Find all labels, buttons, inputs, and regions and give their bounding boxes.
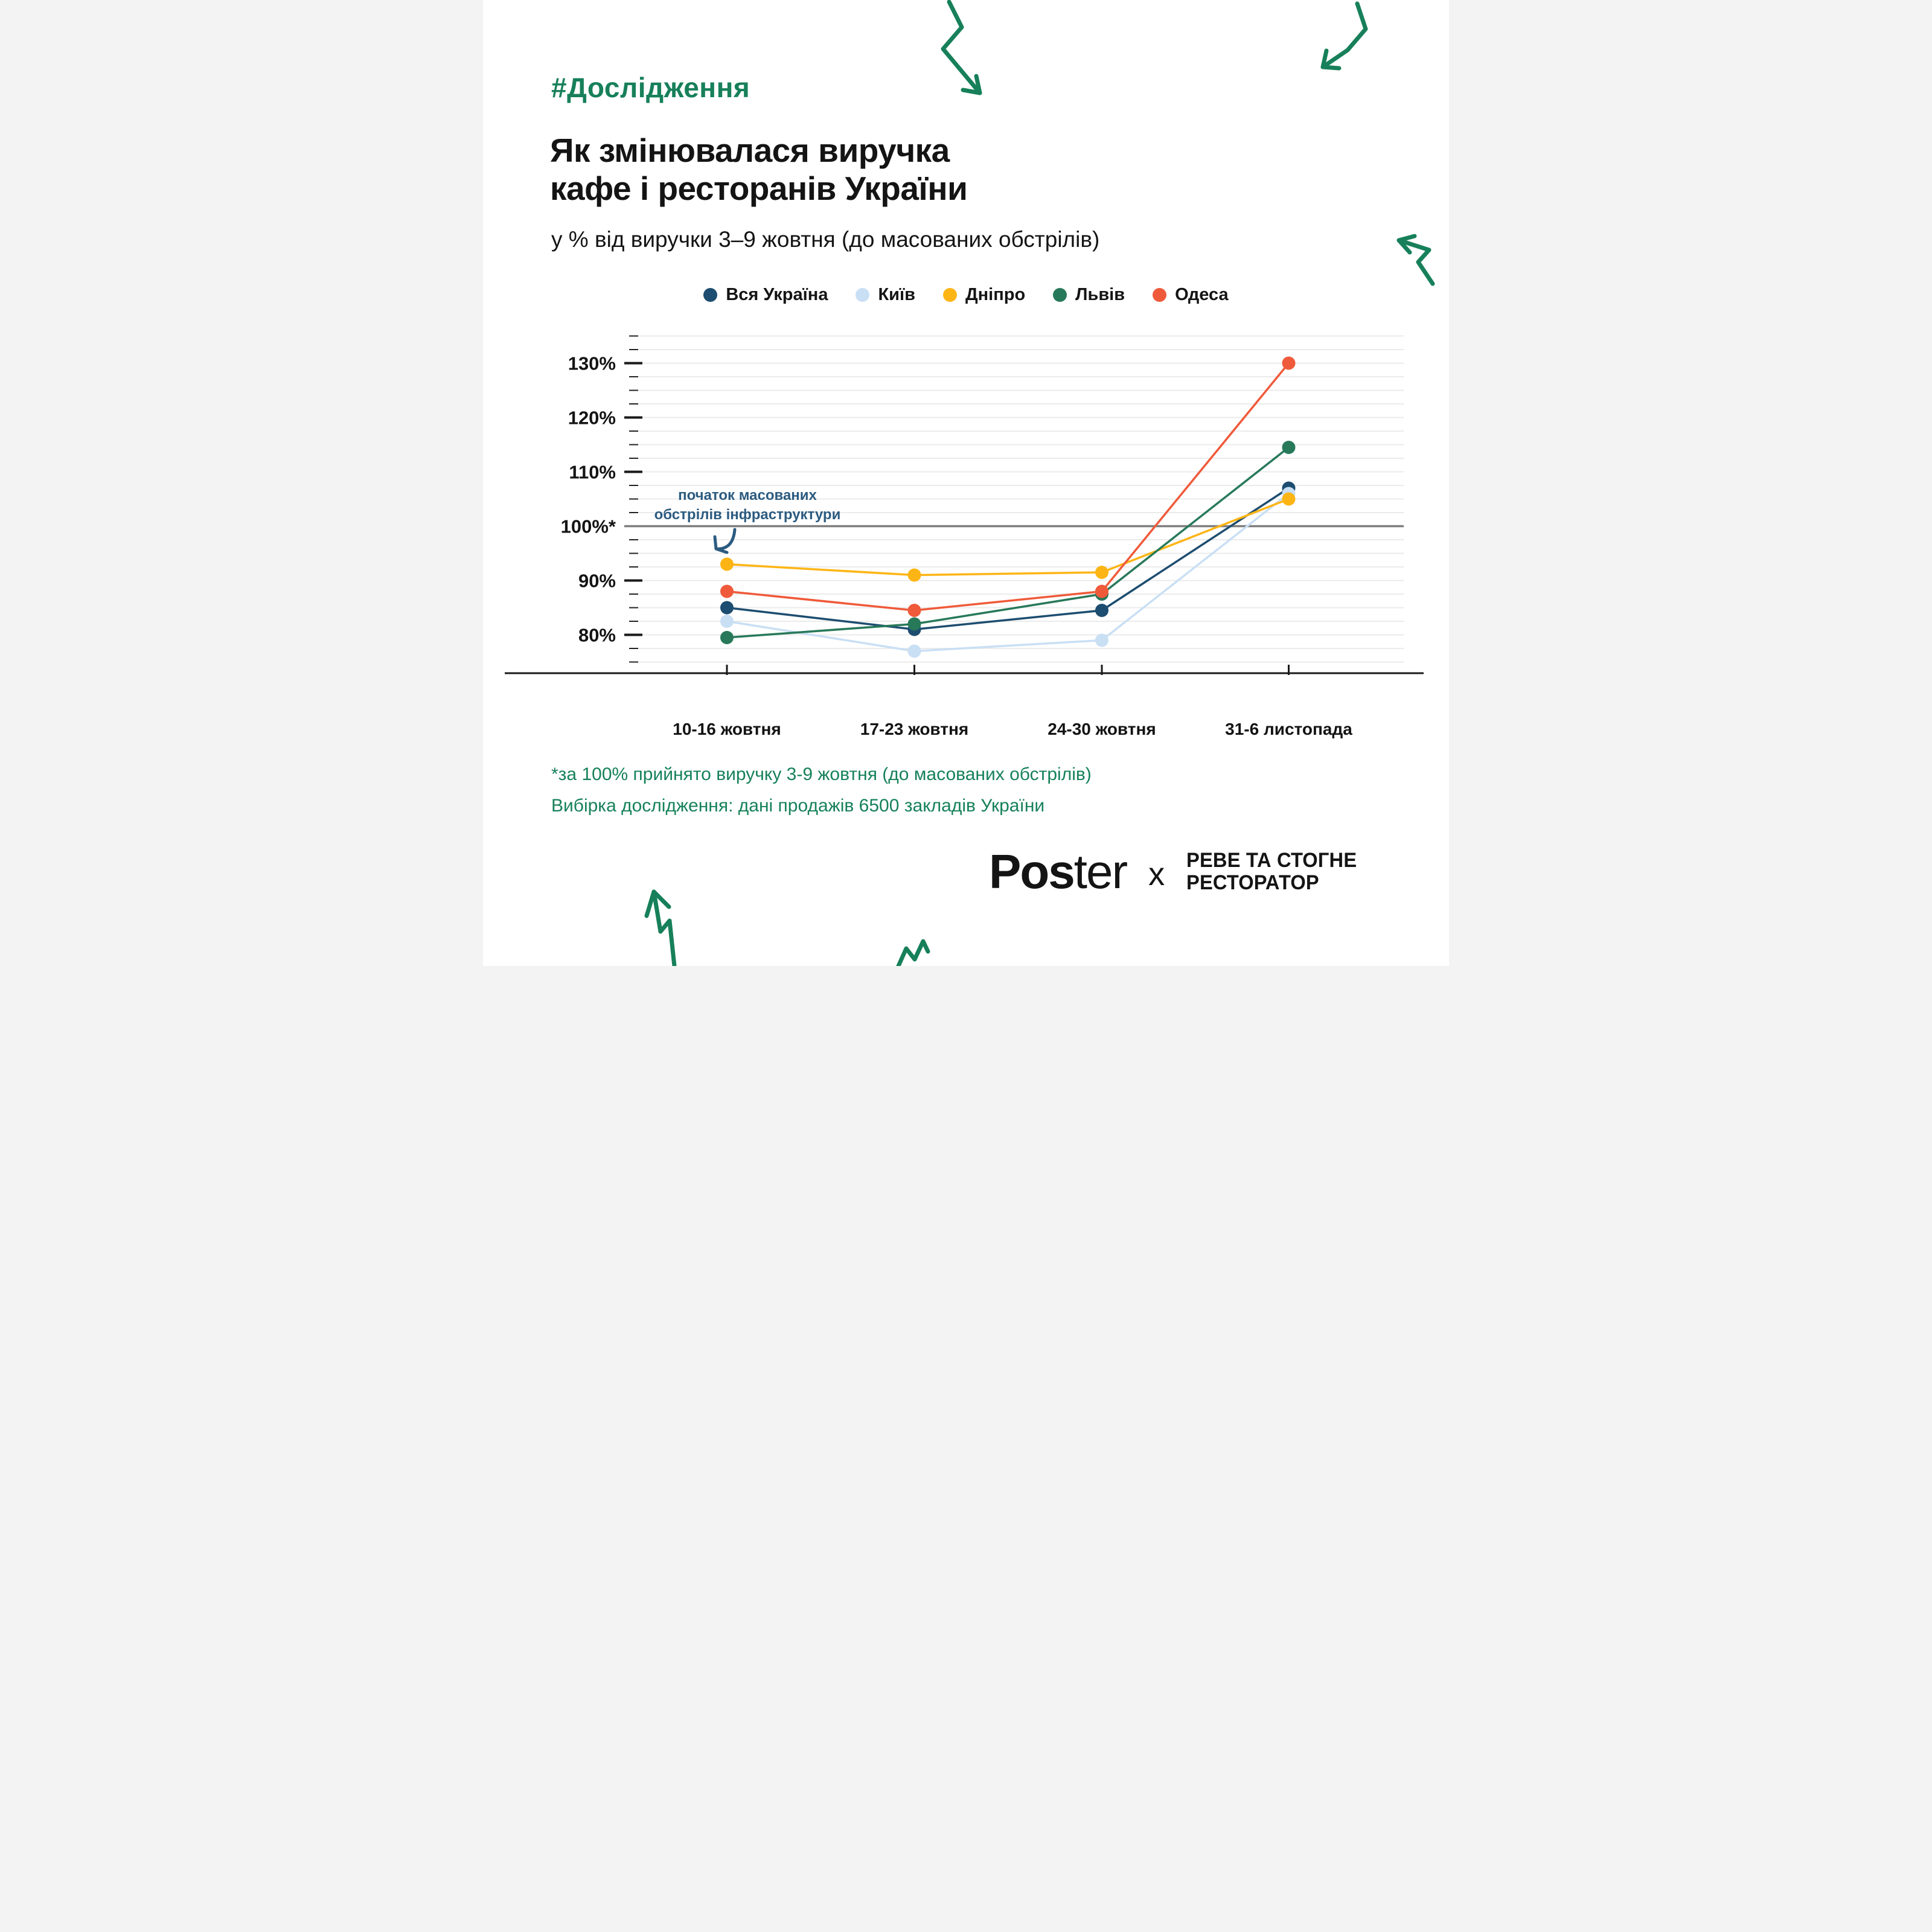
footnote-sample: Вибірка дослідження: дані продажів 6500 … (551, 796, 1045, 816)
poster-logo: Poster (989, 845, 1128, 898)
data-point-Дніпро-24-30 жовтня (1095, 566, 1108, 579)
annotation-line-1: початок масованих (678, 487, 817, 504)
data-point-Дніпро-10-16 жовтня (720, 557, 734, 571)
page-subtitle: у % від виручки 3–9 жовтня (до масованих… (551, 227, 1100, 252)
footnote-baseline: *за 100% прийнято виручку 3-9 жовтня (до… (551, 764, 1092, 784)
data-point-Київ-24-30 жовтня (1095, 633, 1108, 647)
data-point-Одеса-17-23 жовтня (907, 604, 921, 617)
page-title: Як змінювалася виручка кафе і ресторанів… (550, 132, 968, 208)
zigzag-arrow-top-center (941, 0, 982, 95)
legend-dot (856, 288, 870, 302)
x-axis-label: 24-30 жовтня (1048, 720, 1156, 738)
y-axis-label: 80% (578, 625, 616, 646)
y-axis-label: 110% (569, 462, 616, 483)
series-line-Одеса (726, 362, 1290, 612)
legend-item-3: Дніпро (942, 285, 1026, 305)
data-point-Дніпро-17-23 жовтня (907, 568, 921, 582)
zigzag-arrow-right-middle (1396, 234, 1435, 286)
legend-label: Київ (878, 285, 915, 304)
legend-item-4: Львів (1053, 285, 1125, 305)
zigzag-arrow-bottom-left (644, 889, 677, 966)
partner-logo: РЕВЕ ТА СТОГНЕ РЕСТОРАТОР (1186, 849, 1357, 894)
data-point-Київ-10-16 жовтня (720, 615, 734, 628)
data-point-Одеса-31-6 листопада (1282, 356, 1296, 370)
y-axis-label: 90% (578, 571, 616, 592)
legend-item-1: Вся Україна (703, 285, 828, 305)
legend-dot (703, 288, 718, 302)
legend-dot (1153, 288, 1167, 302)
data-point-Львів-31-6 листопада (1282, 441, 1296, 454)
series-line-Львів (726, 446, 1290, 639)
data-point-Київ-17-23 жовтня (907, 644, 921, 658)
chart-legend: Вся Україна Київ Дніпро Львів Одеса (483, 285, 1449, 305)
data-point-Дніпро-31-6 листопада (1282, 492, 1296, 506)
legend-label: Одеса (1175, 285, 1229, 304)
revenue-line-chart: 130% 120% 110% 100%* 90% 80% 10-16 жовтня 17-23… (483, 329, 1449, 752)
legend-dot (942, 288, 957, 302)
hashtag-label: #Дослідження (551, 72, 750, 103)
y-axis-label: 130% (568, 353, 616, 374)
data-point-Вся Україна-10-16 жовтня (720, 601, 734, 615)
zigzag-arrow-bottom-edge (896, 939, 930, 966)
title-line-1: Як змінювалася виручка (550, 132, 950, 169)
title-line-2: кафе і ресторанів України (550, 170, 968, 207)
x-axis-label: 10-16 жовтня (673, 720, 781, 738)
infographic-canvas: #Дослідження Як змінювалася виручка кафе… (483, 0, 1449, 966)
zigzag-arrow-top-right (1320, 1, 1368, 71)
legend-label: Вся Україна (726, 285, 828, 304)
legend-label: Дніпро (965, 285, 1026, 304)
data-point-Львів-17-23 жовтня (907, 617, 921, 631)
annotation-line-2: обстрілів інфраструктури (654, 507, 841, 523)
brand-logos: Poster x РЕВЕ ТА СТОГНЕ РЕСТОРАТОР (989, 844, 1364, 900)
x-axis-label: 31-6 листопада (1225, 720, 1352, 738)
y-axis-label: 120% (568, 408, 616, 429)
data-point-Львів-10-16 жовтня (720, 631, 734, 644)
x-axis-label: 17-23 жовтня (860, 720, 968, 738)
data-point-Одеса-24-30 жовтня (1095, 584, 1108, 598)
legend-label: Львів (1075, 285, 1125, 304)
annotation-arrow (713, 528, 737, 554)
data-point-Вся Україна-24-30 жовтня (1095, 604, 1108, 617)
data-point-Одеса-10-16 жовтня (720, 584, 734, 598)
legend-item-2: Київ (856, 285, 915, 305)
collab-x: x (1148, 856, 1165, 892)
series-line-Вся Україна (726, 487, 1290, 631)
y-axis-label: 100%* (561, 516, 616, 537)
series-line-Дніпро (726, 497, 1290, 577)
legend-item-5: Одеса (1153, 285, 1229, 305)
series-line-Київ (726, 493, 1290, 653)
legend-dot (1053, 288, 1067, 302)
